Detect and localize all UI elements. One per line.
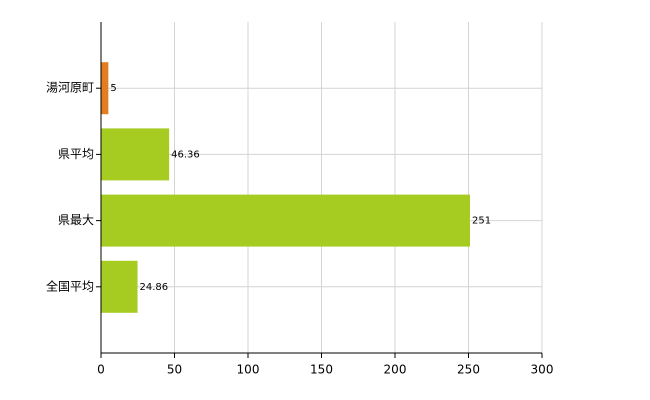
value-label: 251 bbox=[472, 216, 491, 227]
x-tick-label: 0 bbox=[97, 363, 105, 377]
bar bbox=[101, 62, 109, 115]
x-tick-label: 300 bbox=[531, 363, 554, 377]
x-tick-label: 100 bbox=[237, 363, 260, 377]
y-tick-label: 全国平均 bbox=[46, 278, 94, 293]
x-tick-label: 250 bbox=[457, 363, 480, 377]
x-tick-label: 50 bbox=[167, 363, 182, 377]
value-label: 24.86 bbox=[140, 282, 169, 293]
bar bbox=[101, 194, 470, 247]
value-label: 46.36 bbox=[171, 149, 200, 160]
y-tick-label: 湯河原町 bbox=[46, 81, 94, 95]
x-tick-label: 150 bbox=[310, 363, 333, 377]
value-label: 5 bbox=[110, 83, 116, 94]
x-tick-label: 200 bbox=[384, 363, 407, 377]
y-tick-label: 県最大 bbox=[58, 213, 94, 227]
y-tick-label: 県平均 bbox=[58, 147, 94, 161]
bar bbox=[101, 128, 170, 181]
bar bbox=[101, 260, 138, 313]
